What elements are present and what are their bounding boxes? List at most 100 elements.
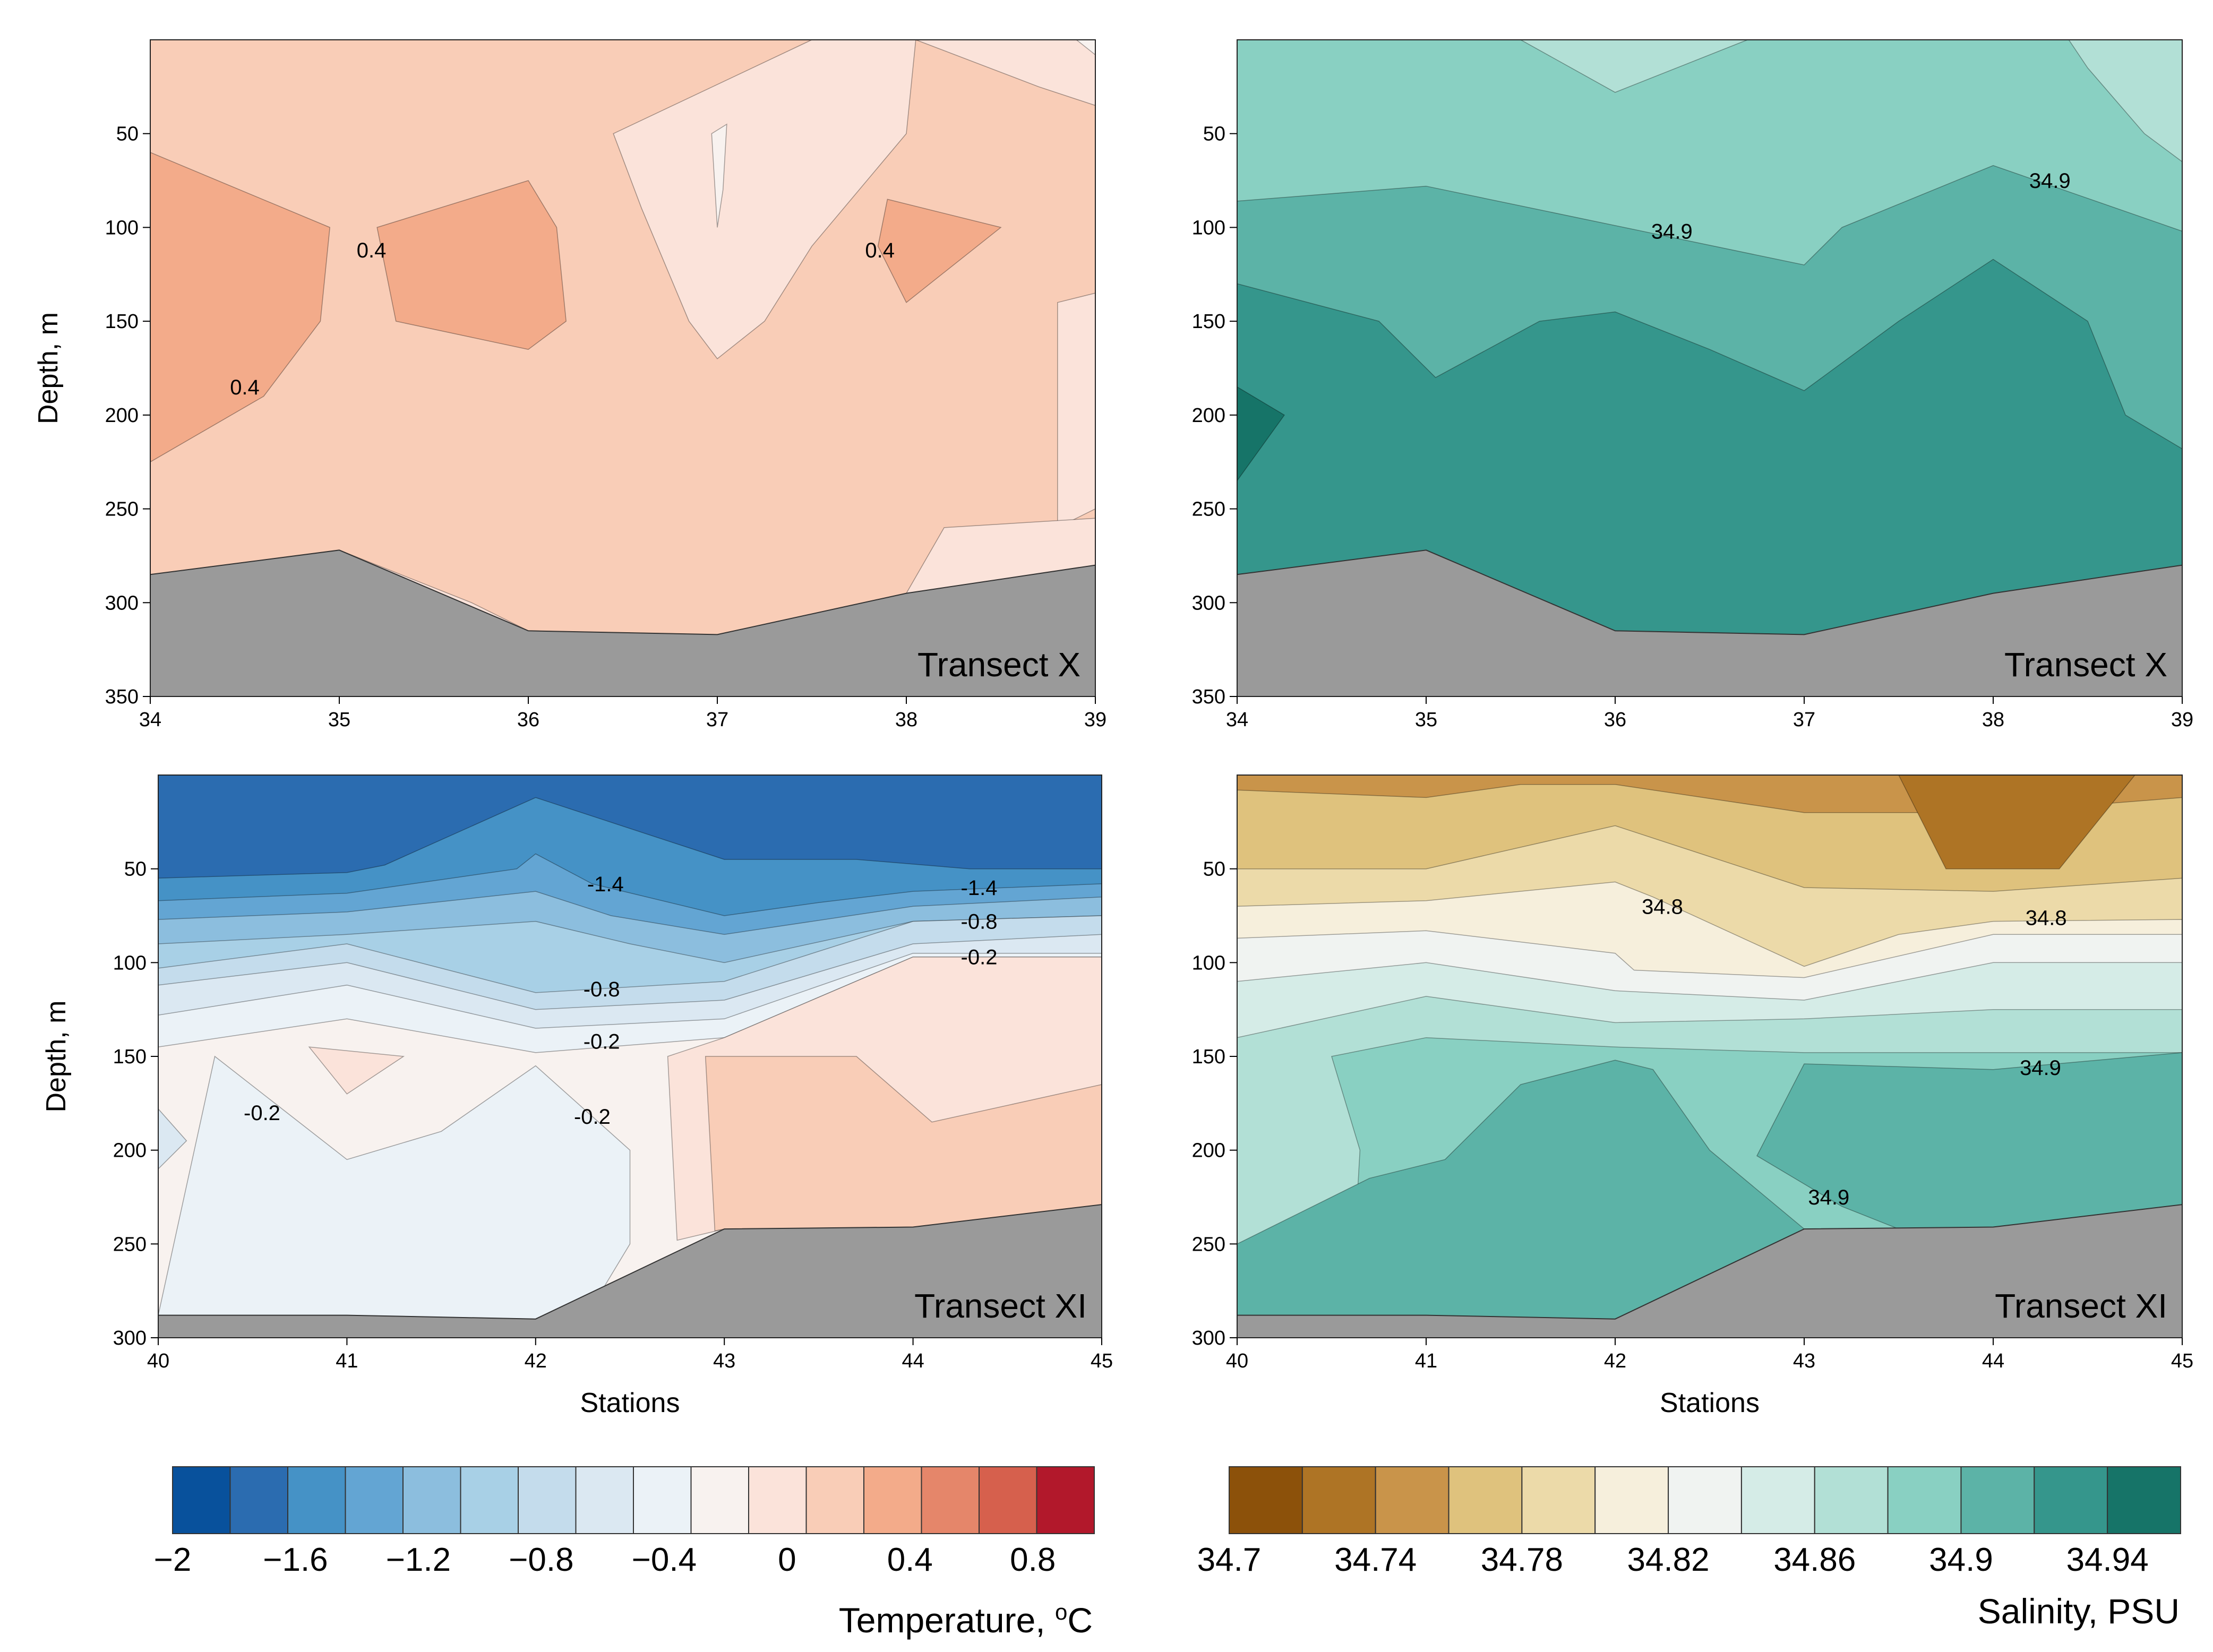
contour-region bbox=[711, 123, 727, 228]
seafloor bbox=[1237, 1204, 2182, 1338]
y-tick-label: 250 bbox=[113, 1233, 147, 1255]
x-tick-label: 39 bbox=[1084, 709, 1106, 731]
salinity-colorbar-tick-label: 34.9 bbox=[1929, 1542, 1993, 1578]
x-tick-label: 41 bbox=[1415, 1350, 1437, 1372]
y-tick-label: 150 bbox=[1192, 311, 1225, 333]
x-tick-label: 44 bbox=[902, 1350, 924, 1372]
panel-salinity-transect-xi: 34.8 34.8 34.9 34.9 40 41 42 43 44 45 50 100 150 200 2… bbox=[1192, 775, 2193, 1418]
y-tick-label: 50 bbox=[116, 123, 139, 145]
x-tick-label: 36 bbox=[1604, 709, 1626, 731]
salinity-colorbar-swatch bbox=[1887, 1466, 1962, 1534]
x-tick-label: 45 bbox=[2171, 1350, 2193, 1372]
temperature-colorbar-tick-label: 0.8 bbox=[1010, 1542, 1056, 1578]
contour-label: -1.4 bbox=[587, 873, 624, 896]
salinity-colorbar-tick-label: 34.86 bbox=[1773, 1542, 1856, 1578]
temperature-colorbar-swatch bbox=[460, 1466, 519, 1534]
x-tick-label: 37 bbox=[706, 709, 728, 731]
x-tick-label: 34 bbox=[1226, 709, 1248, 731]
x-axis-label: Stations bbox=[580, 1388, 680, 1418]
y-tick-label: 250 bbox=[1192, 498, 1225, 521]
x-tick-label: 37 bbox=[1793, 709, 1815, 731]
temperature-colorbar-tick-label: −0.4 bbox=[632, 1542, 697, 1578]
contour-label: -0.2 bbox=[574, 1105, 611, 1129]
temperature-colorbar-swatch bbox=[633, 1466, 692, 1534]
temperature-colorbar-tick-label: 0.4 bbox=[887, 1542, 933, 1578]
contour-label: 0.4 bbox=[357, 239, 387, 262]
x-tick-label: 38 bbox=[1982, 709, 2004, 731]
temperature-colorbar-swatch bbox=[690, 1466, 749, 1534]
contour-region bbox=[613, 40, 916, 359]
panel-temperature-transect-x: 0.4 0.4 0.4 34 35 36 37 38 39 50 100 150 200 250 300 35… bbox=[33, 39, 1106, 731]
salinity-colorbar-tick-label: 34.7 bbox=[1197, 1542, 1262, 1578]
y-tick-label: 50 bbox=[1203, 123, 1225, 145]
y-tick-label: 100 bbox=[1192, 217, 1225, 239]
temperature-colorbar-swatch bbox=[172, 1466, 231, 1534]
contour-region bbox=[877, 199, 1002, 303]
y-tick-label: 200 bbox=[113, 1140, 147, 1162]
y-tick-label: 200 bbox=[105, 405, 139, 427]
panel-label: Transect XI bbox=[1995, 1287, 2167, 1325]
x-tick-label: 40 bbox=[147, 1350, 169, 1372]
y-tick-label: 300 bbox=[1192, 1327, 1225, 1349]
x-tick-label: 42 bbox=[1604, 1350, 1626, 1372]
temperature-colorbar-swatch bbox=[402, 1466, 461, 1534]
temperature-colorbar-tick-label: −1.2 bbox=[386, 1542, 451, 1578]
x-tick-label: 45 bbox=[1091, 1350, 1113, 1372]
y-tick-label: 200 bbox=[1192, 405, 1225, 427]
contour-label: -0.8 bbox=[584, 978, 620, 1001]
contour-label: 0.4 bbox=[230, 376, 260, 399]
y-axis-label: Depth, m bbox=[41, 1001, 72, 1113]
x-tick-label: 40 bbox=[1226, 1350, 1248, 1372]
x-axis-label: Stations bbox=[1660, 1388, 1760, 1418]
x-tick-label: 41 bbox=[336, 1350, 358, 1372]
y-tick-label: 50 bbox=[124, 858, 147, 881]
temperature-colorbar-swatch bbox=[575, 1466, 634, 1534]
y-tick-label: 150 bbox=[1192, 1046, 1225, 1068]
y-tick-label: 250 bbox=[1192, 1233, 1225, 1255]
contour-region bbox=[158, 1108, 187, 1170]
y-tick-label: 300 bbox=[105, 592, 139, 614]
contour-fills bbox=[1237, 40, 2182, 696]
seafloor bbox=[150, 549, 1095, 696]
contour-region bbox=[376, 180, 567, 350]
temperature-colorbar-label: Temperature, oC bbox=[839, 1599, 1093, 1640]
temperature-colorbar-swatch bbox=[345, 1466, 404, 1534]
contour-region bbox=[705, 1056, 1102, 1232]
y-tick-label: 300 bbox=[1192, 592, 1225, 614]
salinity-colorbar-swatch bbox=[1960, 1466, 2035, 1534]
temperature-colorbar-swatch bbox=[748, 1466, 807, 1534]
temperature-colorbar-swatch bbox=[921, 1466, 980, 1534]
contour-label: 34.9 bbox=[2029, 169, 2071, 193]
salinity-colorbar-swatch bbox=[1375, 1466, 1449, 1534]
temperature-colorbar-swatch bbox=[863, 1466, 922, 1534]
y-axis-label: Depth, m bbox=[33, 312, 64, 424]
contour-label: 34.8 bbox=[2026, 907, 2067, 930]
contour-region bbox=[1520, 40, 1748, 93]
panel-salinity-transect-x: 34.9 34.9 34 35 36 37 38 39 50 100 150 200 250 300 350… bbox=[1192, 39, 2193, 731]
salinity-colorbar-swatch bbox=[1521, 1466, 1596, 1534]
contour-region bbox=[1898, 775, 2135, 870]
x-tick-label: 43 bbox=[713, 1350, 735, 1372]
contour-region bbox=[1076, 40, 1095, 56]
x-tick-label: 34 bbox=[139, 709, 161, 731]
temperature-colorbar-swatch bbox=[229, 1466, 288, 1534]
salinity-colorbar: Salinity, PSU 34.7 34.74 34.78 34.82 34.86 34… bbox=[1197, 1466, 2181, 1631]
contour-label: 0.4 bbox=[865, 239, 895, 262]
y-tick-label: 350 bbox=[105, 686, 139, 708]
x-tick-label: 36 bbox=[517, 709, 539, 731]
contour-label: -1.4 bbox=[961, 876, 998, 900]
temperature-colorbar-swatch bbox=[287, 1466, 346, 1534]
seafloor bbox=[1237, 549, 2182, 696]
contour-label: -0.8 bbox=[961, 910, 998, 934]
contour-region bbox=[1057, 292, 1095, 529]
salinity-colorbar-swatch bbox=[1448, 1466, 1523, 1534]
salinity-colorbar-tick-label: 34.94 bbox=[2066, 1542, 2149, 1578]
y-tick-label: 50 bbox=[1203, 858, 1225, 881]
y-tick-label: 100 bbox=[105, 217, 139, 239]
salinity-colorbar-swatch bbox=[1301, 1466, 1376, 1534]
contour-region bbox=[150, 152, 331, 463]
temperature-colorbar-swatch bbox=[979, 1466, 1037, 1534]
y-tick-label: 100 bbox=[1192, 952, 1225, 974]
temperature-colorbar-swatch bbox=[805, 1466, 864, 1534]
salinity-colorbar-swatch bbox=[2107, 1466, 2181, 1534]
